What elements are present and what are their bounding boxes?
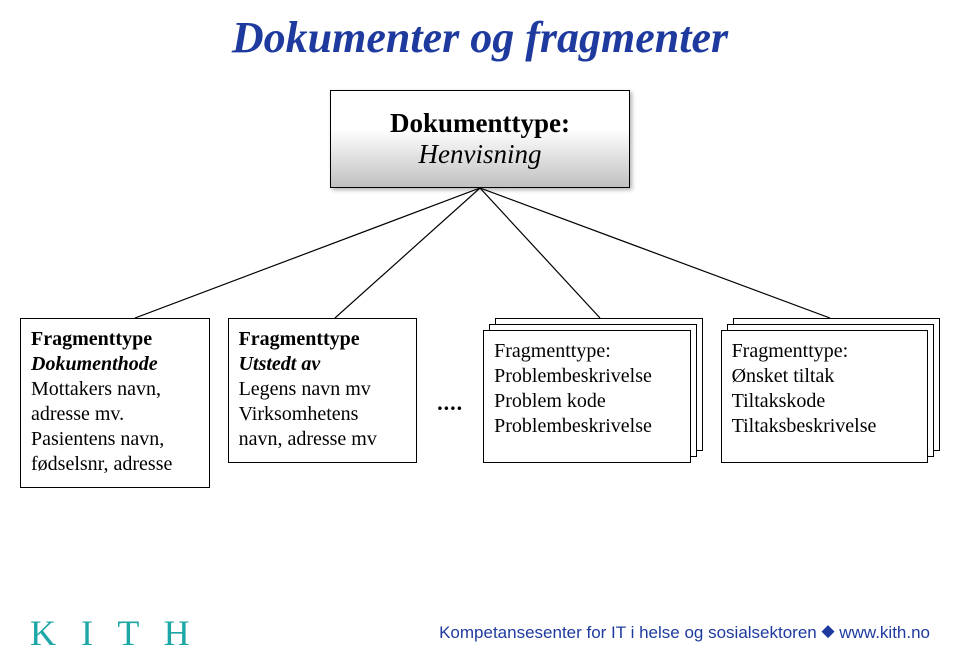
diamond-icon: ◆ <box>821 621 834 641</box>
fragment-subhead: Problembeskrivelse <box>494 364 679 389</box>
dokumenttype-value: Henvisning <box>419 139 542 170</box>
fragment-dokumenthode: Fragmenttype Dokumenthode Mottakers navn… <box>20 318 210 488</box>
fragment-onsket-tiltak-stack: Fragmenttype: Ønsket tiltak Tiltakskode … <box>721 318 940 463</box>
fragment-utstedt-av: Fragmenttype Utstedt av Legens navn mv V… <box>228 318 418 463</box>
fragment-line: Mottakers navn, adresse mv. <box>31 377 199 427</box>
fragment-line: Pasientens navn, fødselsnr, adresse <box>31 427 199 477</box>
fragment-head: Fragmenttype: <box>494 339 679 364</box>
fragment-subhead: Utstedt av <box>239 352 407 377</box>
fragment-head: Fragmenttype <box>239 327 407 352</box>
fragment-line: Virksomhetens navn, adresse mv <box>239 402 407 452</box>
fragment-onsket-tiltak: Fragmenttype: Ønsket tiltak Tiltakskode … <box>721 330 928 463</box>
footer-text: Kompetansesenter for IT i helse og sosia… <box>439 623 930 643</box>
fragment-row: Fragmenttype Dokumenthode Mottakers navn… <box>0 318 960 488</box>
ellipsis: .... <box>435 390 465 416</box>
fragment-head: Fragmenttype <box>31 327 199 352</box>
dokumenttype-box: Dokumenttype: Henvisning <box>330 90 630 188</box>
fragment-problembeskrivelse-stack: Fragmenttype: Problembeskrivelse Problem… <box>483 318 702 463</box>
footer-text-after: www.kith.no <box>839 623 930 642</box>
connector-lines <box>0 188 960 318</box>
slide-title: Dokumenter og fragmenter <box>0 12 960 63</box>
fragment-subhead: Dokumenthode <box>31 352 199 377</box>
fragment-subhead: Ønsket tiltak <box>732 364 917 389</box>
dokumenttype-label: Dokumenttype: <box>390 108 570 139</box>
fragment-problembeskrivelse: Fragmenttype: Problembeskrivelse Problem… <box>483 330 690 463</box>
footer: K I T H Kompetansesenter for IT i helse … <box>0 612 960 654</box>
kith-logo: K I T H <box>30 612 198 654</box>
fragment-line: Tiltakskode <box>732 389 917 414</box>
fragment-line: Problembeskrivelse <box>494 414 679 439</box>
footer-text-before: Kompetansesenter for IT i helse og sosia… <box>439 623 821 642</box>
fragment-head: Fragmenttype: <box>732 339 917 364</box>
fragment-line: Tiltaksbeskrivelse <box>732 414 917 439</box>
fragment-line: Problem kode <box>494 389 679 414</box>
fragment-line: Legens navn mv <box>239 377 407 402</box>
